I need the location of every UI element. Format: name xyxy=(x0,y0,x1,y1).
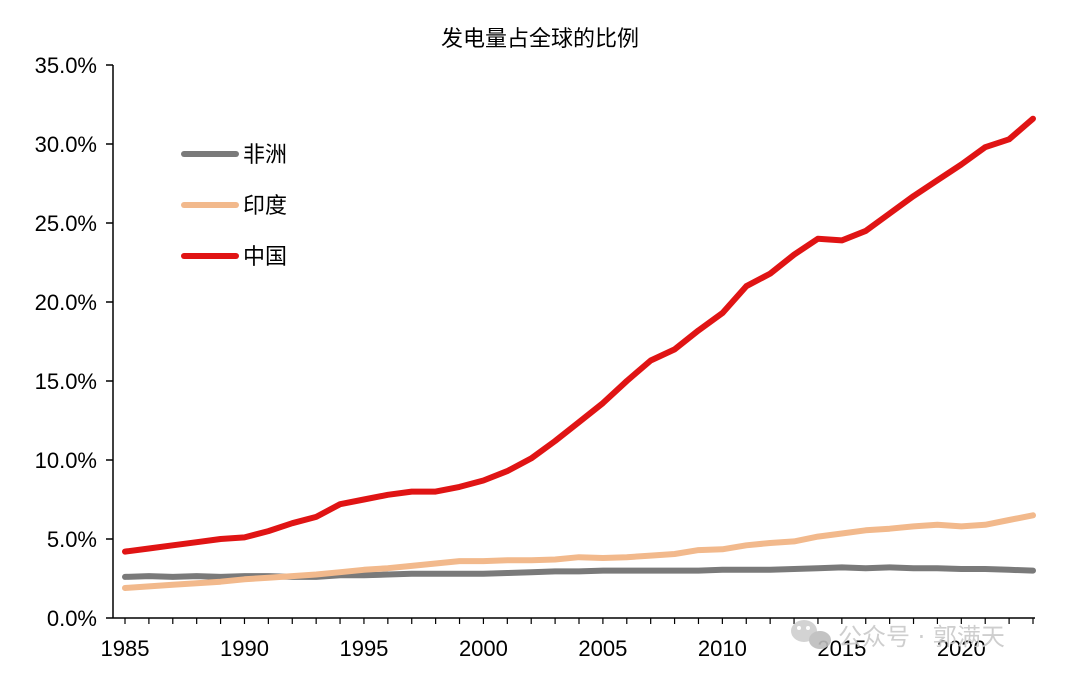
x-ticks: 1985 1990 1995 2000 2005 2010 2015 2020 xyxy=(101,618,1034,661)
y-tick-label: 15.0% xyxy=(35,369,97,394)
x-tick-label: 2005 xyxy=(578,636,627,661)
x-tick-label: 2010 xyxy=(698,636,747,661)
x-tick-label: 1985 xyxy=(101,636,150,661)
watermark-text: 公众号 · 郭满天 xyxy=(838,623,1005,651)
x-tick-label: 2000 xyxy=(459,636,508,661)
watermark: 公众号 · 郭满天 xyxy=(791,620,1005,651)
y-tick-label: 10.0% xyxy=(35,448,97,473)
x-tick-label: 2020 xyxy=(937,636,986,661)
x-tick-label: 1995 xyxy=(339,636,388,661)
legend-label: 中国 xyxy=(243,245,287,270)
chart-title: 发电量占全球的比例 xyxy=(441,27,639,52)
series-line-3 xyxy=(122,115,1036,555)
y-tick-label: 25.0% xyxy=(35,211,97,236)
wechat-icon xyxy=(791,620,831,649)
x-tick-label: 1990 xyxy=(220,636,269,661)
y-tick-label: 20.0% xyxy=(35,290,97,315)
series-group xyxy=(122,115,1036,591)
axes: 0.0% 5.0% 10.0% 15.0% 20.0% 25.0% 30.0% 35.0% 1… xyxy=(35,53,1035,661)
series-line-2 xyxy=(122,512,1036,591)
y-tick-label: 0.0% xyxy=(47,606,97,631)
y-tick-label: 5.0% xyxy=(47,527,97,552)
y-ticks: 0.0% 5.0% 10.0% 15.0% 20.0% 25.0% 30.0% 35.0% xyxy=(35,53,113,631)
legend-label: 印度 xyxy=(243,194,287,219)
y-tick-label: 35.0% xyxy=(35,53,97,78)
y-tick-label: 30.0% xyxy=(35,132,97,157)
legend-label: 非洲 xyxy=(243,143,287,168)
